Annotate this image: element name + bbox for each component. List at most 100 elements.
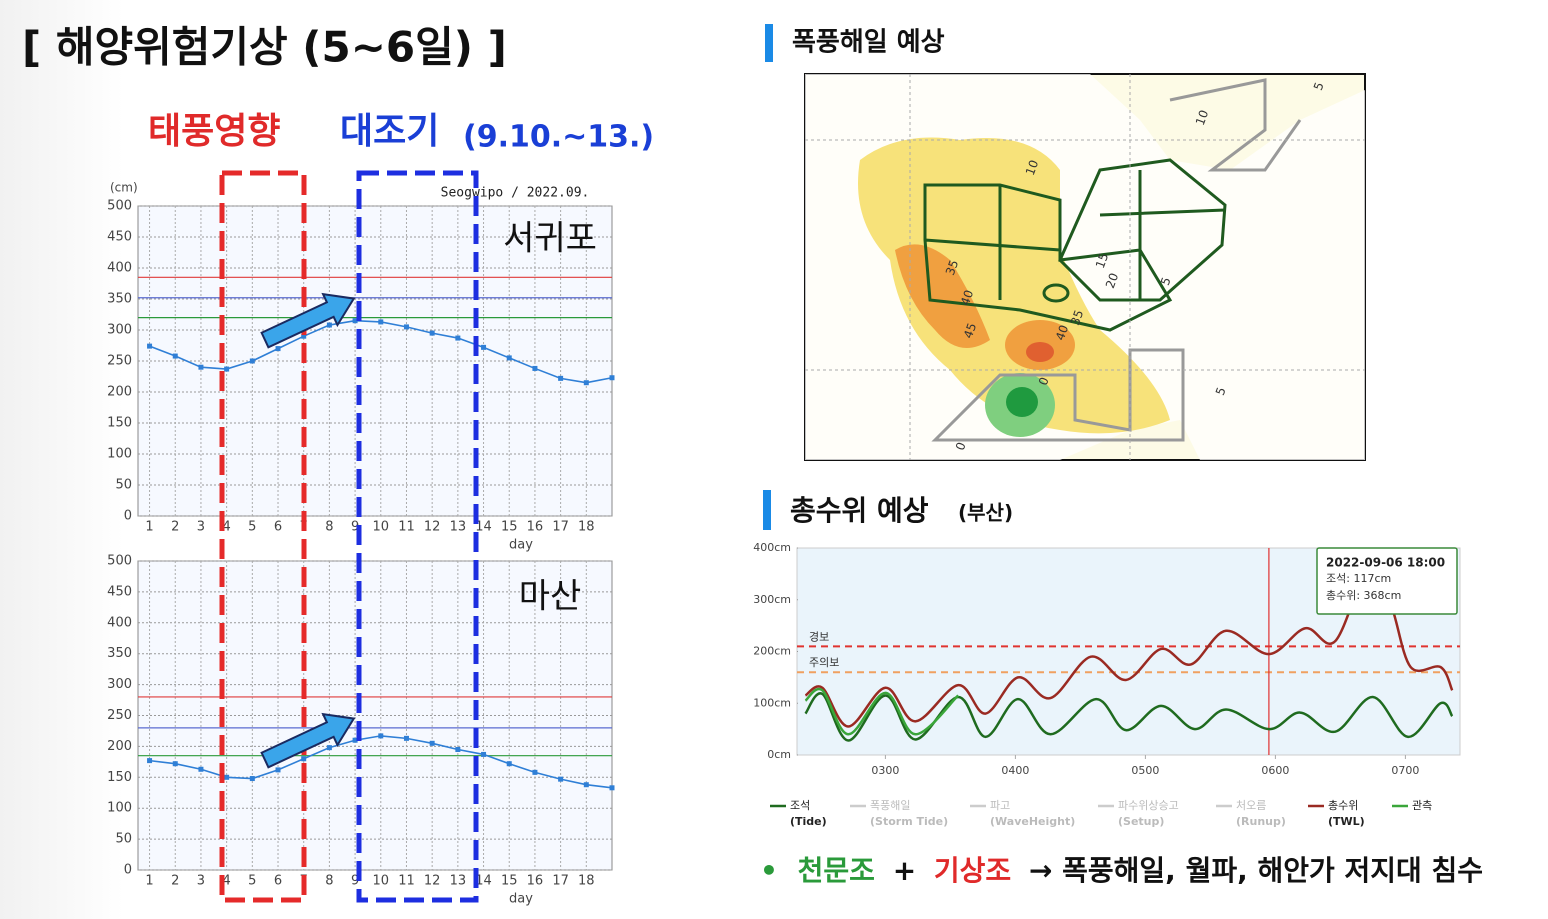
x-tick-label: 12 — [424, 874, 441, 889]
data-point — [558, 776, 564, 782]
x-axis-label: day — [509, 892, 533, 907]
contour-label: 5 — [1158, 275, 1174, 287]
contour-label: 45 — [961, 321, 979, 340]
twl-heading: 총수위 예상 — [790, 494, 929, 527]
data-point — [429, 740, 435, 746]
x-tick-label: 18 — [578, 520, 595, 535]
data-point — [532, 365, 538, 371]
data-point — [403, 735, 409, 741]
tooltip-time: 2022-09-06 18:00 — [1326, 556, 1445, 570]
result: → 폭풍해일, 월파, 해안가 저지대 침수 — [1029, 854, 1483, 887]
y-tick-label: 150 — [107, 770, 132, 785]
data-point — [326, 745, 332, 751]
data-point — [352, 737, 358, 743]
x-tick-label: 10 — [373, 874, 390, 889]
x-tick-label: 13 — [450, 520, 467, 535]
x-tick-label: 11 — [398, 520, 415, 535]
data-point — [378, 319, 384, 325]
y-tick-label: 400 — [107, 615, 132, 630]
contour-label: 10 — [1193, 108, 1211, 127]
x-tick-label: 6 — [274, 874, 282, 889]
x-tick-label: 18 — [578, 874, 595, 889]
surge-heading: 폭풍해일 예상 — [792, 28, 945, 58]
contour-label: 15 — [1093, 251, 1111, 270]
data-point — [326, 322, 332, 328]
x-tick-label: 9 — [351, 520, 359, 535]
station-label: 마산 — [519, 577, 582, 617]
x-tick-label: 15 — [501, 874, 518, 889]
data-point — [506, 355, 512, 361]
map-surge-area — [858, 137, 1170, 434]
x-tick-label: 11 — [398, 874, 415, 889]
x-tick-label: 8 — [325, 874, 333, 889]
x-tick-label: 2 — [171, 520, 179, 535]
x-tick-label: 0300 — [871, 764, 899, 777]
map-forecast-grid — [1042, 283, 1070, 303]
y-tick-label: 500 — [107, 199, 132, 214]
y-tick-label: 0cm — [767, 748, 791, 761]
data-point — [249, 358, 255, 364]
y-tick-label: 100 — [107, 447, 132, 462]
reference-label: 주의보 — [809, 656, 839, 669]
data-point — [224, 366, 230, 372]
y-tick-label: 350 — [107, 646, 132, 661]
x-tick-label: 3 — [197, 874, 205, 889]
series-line — [804, 687, 960, 736]
x-tick-label: 16 — [527, 874, 544, 889]
data-point — [275, 767, 281, 773]
data-point — [583, 380, 589, 386]
data-point — [172, 353, 178, 359]
map-surge-negative — [1006, 387, 1038, 417]
x-tick-label: 13 — [450, 874, 467, 889]
data-point — [172, 761, 178, 767]
y-tick-label: 100cm — [753, 696, 791, 709]
y-tick-label: 450 — [107, 230, 132, 245]
y-tick-label: 300 — [107, 323, 132, 338]
y-tick-label: 400 — [107, 261, 132, 276]
y-tick-label: 250 — [107, 708, 132, 723]
data-point — [481, 344, 487, 350]
tooltip-line: 총수위: 368cm — [1326, 589, 1401, 602]
x-tick-label: 14 — [475, 874, 492, 889]
data-point — [301, 756, 307, 762]
contour-label: 35 — [1068, 308, 1086, 327]
y-tick-label: 0 — [124, 863, 132, 878]
x-tick-label: 1 — [145, 520, 153, 535]
contour-label: 10 — [1023, 158, 1041, 177]
contour-label: 0 — [1036, 375, 1052, 387]
x-axis-label: day — [509, 538, 533, 553]
contour-label: 40 — [1053, 323, 1071, 342]
data-point — [224, 774, 230, 780]
heading-bar — [763, 490, 771, 530]
contour-label: 5 — [1213, 385, 1229, 397]
chart-title: Seogwipo / 2022.09. — [441, 186, 590, 201]
x-tick-label: 4 — [222, 520, 230, 535]
spring-tide-box — [356, 170, 479, 903]
y-tick-label: 500 — [107, 554, 132, 569]
data-point — [506, 761, 512, 767]
data-point — [609, 375, 615, 381]
twl-heading-place: (부산) — [958, 501, 1013, 525]
reference-label: 경보 — [809, 630, 829, 643]
map-graticule — [805, 74, 1365, 460]
station-label: 서귀포 — [503, 219, 597, 259]
data-point — [301, 333, 307, 339]
contour-label: 0 — [953, 440, 969, 452]
y-tick-label: 200 — [107, 385, 132, 400]
unit-label: (cm) — [110, 181, 138, 195]
legend-sublabel: (TWL) — [1328, 815, 1365, 828]
footer-line: • 천문조 + 기상조 → 폭풍해일, 월파, 해안가 저지대 침수 — [760, 854, 1483, 887]
x-tick-label: 5 — [248, 874, 256, 889]
legend-label: 파수위상승고 — [1118, 799, 1179, 812]
tooltip-line: 조석: 117cm — [1326, 572, 1391, 585]
data-point — [198, 766, 204, 772]
legend-sublabel: (Setup) — [1118, 815, 1164, 828]
series-line — [804, 692, 1454, 742]
x-tick-label: 10 — [373, 520, 390, 535]
legend-sublabel: (Runup) — [1236, 815, 1286, 828]
term-meteorological: 기상조 — [934, 854, 1011, 887]
y-tick-label: 50 — [115, 478, 132, 493]
tooltip-box — [1316, 547, 1458, 615]
